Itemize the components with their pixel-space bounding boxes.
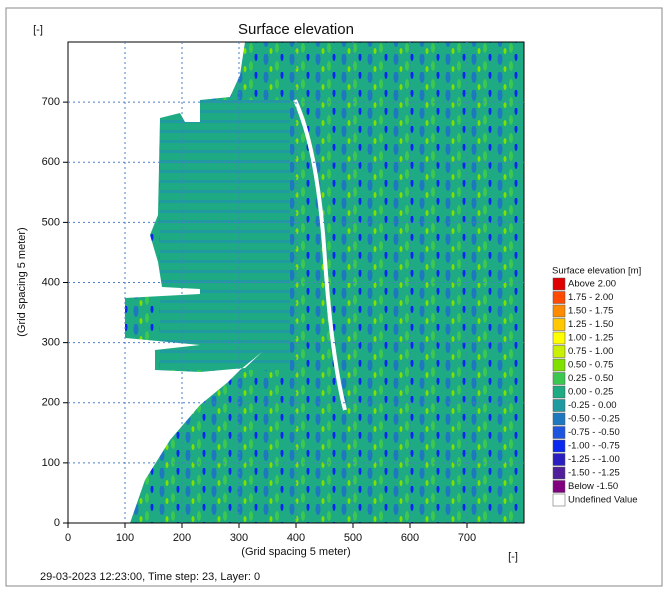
y-tick-label: 500 (42, 216, 60, 228)
land (68, 42, 262, 523)
legend-swatch (552, 358, 566, 372)
legend-label: -0.75 - -0.50 (568, 427, 620, 438)
basin (160, 100, 290, 370)
legend-label: -1.00 - -0.75 (568, 441, 620, 452)
legend-label: Above 2.00 (568, 279, 616, 290)
legend-swatch (552, 304, 566, 318)
x-unit: [-] (508, 551, 518, 563)
legend-label: 1.50 - 1.75 (568, 306, 613, 317)
x-tick-label: 300 (230, 532, 248, 544)
legend-swatch (552, 277, 566, 291)
legend-title: Surface elevation [m] (552, 266, 641, 277)
legend-swatch (552, 453, 566, 466)
legend-label: 1.25 - 1.50 (568, 319, 613, 330)
legend-swatch (552, 466, 566, 480)
legend-swatch (552, 385, 566, 399)
legend-swatch (552, 412, 566, 426)
x-tick-label: 100 (116, 532, 134, 544)
legend-swatch (552, 318, 566, 331)
legend-swatch (552, 426, 566, 439)
y-tick-label: 200 (42, 397, 60, 409)
x-tick-label: 600 (401, 532, 419, 544)
y-tick-label: 400 (42, 276, 60, 288)
y-unit: [-] (33, 24, 43, 36)
legend-swatch (552, 480, 566, 493)
y-tick-label: 700 (42, 96, 60, 108)
y-tick-label: 300 (42, 337, 60, 349)
x-tick-label: 400 (287, 532, 305, 544)
legend-swatch (552, 345, 566, 358)
legend-label: 0.75 - 1.00 (568, 346, 613, 357)
legend-label: 0.50 - 0.75 (568, 360, 613, 371)
legend-label: 0.25 - 0.50 (568, 373, 613, 384)
legend-label: Below -1.50 (568, 481, 618, 492)
x-axis-label: (Grid spacing 5 meter) (241, 546, 350, 558)
legend-swatch (552, 439, 566, 453)
x-tick-label: 500 (344, 532, 362, 544)
legend-label: 1.00 - 1.25 (568, 333, 613, 344)
legend-label: -1.25 - -1.00 (568, 454, 620, 465)
legend-swatch (552, 493, 566, 507)
legend-label: -0.25 - 0.00 (568, 400, 617, 411)
legend-swatch (552, 331, 566, 345)
legend-swatch (552, 399, 566, 412)
legend-label: -1.50 - -1.25 (568, 468, 620, 479)
y-tick-label: 600 (42, 156, 60, 168)
y-tick-label: 0 (54, 517, 60, 529)
legend-label: 1.75 - 2.00 (568, 292, 613, 303)
y-axis-label: (Grid spacing 5 meter) (16, 227, 28, 336)
frame (5, 7, 663, 587)
x-tick-label: 700 (458, 532, 476, 544)
x-tick-label: 200 (173, 532, 191, 544)
footer: 29-03-2023 12:23:00, Time step: 23, Laye… (40, 571, 260, 583)
legend-label: 0.00 - 0.25 (568, 387, 613, 398)
legend-label: Undefined Value (568, 495, 638, 506)
legend-label: -0.50 - -0.25 (568, 414, 620, 425)
chart-title: Surface elevation (238, 21, 354, 38)
legend-swatch (552, 372, 566, 385)
y-tick-label: 100 (42, 457, 60, 469)
x-tick-label: 0 (65, 532, 71, 544)
legend-swatch (552, 291, 566, 304)
breakwater (293, 99, 347, 411)
